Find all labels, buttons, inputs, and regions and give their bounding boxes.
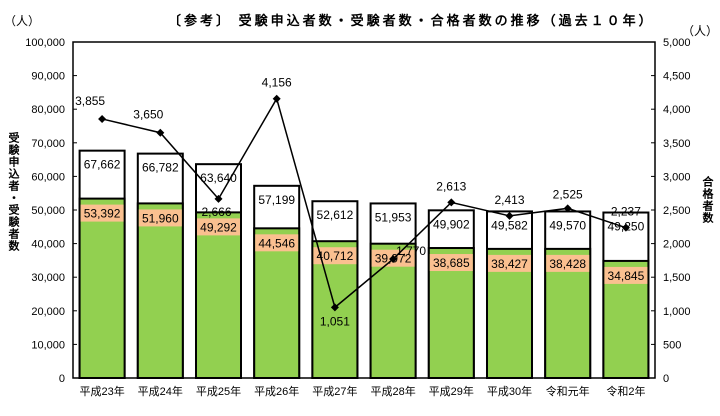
point-passers: [156, 128, 165, 137]
x-tick-label: 平成30年: [487, 384, 532, 398]
label-passers: 1,051: [320, 314, 350, 328]
y2-tick-label: 2,000: [663, 239, 691, 251]
label-passers: 2,613: [436, 179, 466, 193]
label-examinees: 53,392: [84, 207, 121, 221]
bar-examinees: [253, 227, 301, 379]
x-tick-label: 平成25年: [196, 384, 241, 398]
y-tick-label: 80,000: [31, 104, 65, 116]
point-passers: [621, 223, 630, 232]
label-bg-examinees: [138, 209, 182, 227]
y2-axis-label: 合格者数: [701, 176, 714, 224]
point-passers: [563, 204, 572, 213]
label-applicants: 67,662: [84, 158, 121, 172]
label-examinees: 44,546: [258, 236, 295, 250]
label-passers: 1,770: [396, 244, 426, 258]
label-examinees: 38,685: [433, 256, 470, 270]
label-bg-examinees: [546, 254, 590, 272]
y2-tick-label: 3,500: [663, 138, 691, 150]
y-tick-label: 60,000: [31, 171, 65, 183]
x-tick-label: 平成29年: [429, 384, 474, 398]
right-unit: （人）: [682, 24, 718, 38]
bar-examinees: [136, 202, 184, 379]
label-passers: 2,666: [201, 205, 231, 219]
point-passers: [272, 94, 281, 103]
y2-tick-label: 4,000: [663, 104, 691, 116]
chart-title: 〔参考〕 受験申込者数・受験者数・合格者数の推移（過去１０年）: [168, 13, 655, 28]
label-examinees: 38,427: [491, 257, 528, 271]
bar-examinees: [78, 197, 126, 379]
label-bg-examinees: [197, 218, 240, 236]
label-examinees: 38,428: [549, 257, 586, 271]
x-tick-label: 平成24年: [138, 384, 183, 398]
label-applicants: 49,902: [433, 217, 470, 231]
y-axis-label: 受験申込者・受験者数: [7, 132, 20, 252]
label-applicants: 51,953: [375, 210, 412, 224]
label-examinees: 34,845: [608, 269, 645, 283]
y-tick-label: 50,000: [31, 205, 65, 217]
label-bg-examinees: [313, 247, 357, 265]
x-tick-label: 令和元年: [546, 384, 590, 398]
point-passers: [389, 255, 398, 264]
label-examinees: 51,960: [142, 211, 179, 225]
label-bg-examinees: [255, 234, 299, 252]
label-bg-examinees: [429, 254, 473, 272]
label-passers: 3,650: [133, 108, 163, 122]
point-passers: [214, 194, 223, 203]
x-tick-label: 平成26年: [254, 384, 299, 398]
y-tick-label: 0: [59, 373, 65, 385]
y2-tick-label: 500: [663, 339, 681, 351]
label-examinees: 49,292: [200, 220, 237, 234]
x-tick-label: 令和2年: [606, 384, 645, 398]
y-tick-label: 100,000: [25, 37, 65, 49]
x-tick-label: 平成28年: [370, 384, 415, 398]
y2-tick-label: 0: [663, 373, 669, 385]
y2-tick-label: 5,000: [663, 37, 691, 49]
y-tick-label: 30,000: [31, 272, 65, 284]
line-passers: [101, 96, 627, 309]
y2-tick-label: 1,500: [663, 272, 691, 284]
left-unit: （人）: [4, 14, 40, 28]
y-tick-label: 40,000: [31, 239, 65, 251]
label-passers: 2,525: [553, 187, 583, 201]
label-applicants: 49,582: [491, 218, 528, 232]
label-bg-examinees: [604, 266, 648, 284]
label-bg-examinees: [80, 204, 124, 222]
bar-examinees: [195, 211, 242, 379]
point-passers: [330, 303, 339, 312]
label-applicants: 57,199: [258, 193, 295, 207]
y2-tick-label: 1,000: [663, 306, 691, 318]
label-passers: 3,855: [75, 94, 105, 108]
y-tick-label: 70,000: [31, 138, 65, 150]
label-applicants: 52,612: [317, 208, 354, 222]
point-passers: [98, 114, 107, 123]
point-passers: [447, 198, 456, 207]
label-applicants: 49,570: [549, 218, 586, 232]
y-tick-label: 20,000: [31, 306, 65, 318]
label-passers: 2,413: [494, 193, 524, 207]
y-tick-label: 90,000: [31, 71, 65, 83]
label-applicants: 63,640: [200, 171, 237, 185]
label-bg-examinees: [488, 254, 531, 272]
y2-tick-label: 3,000: [663, 171, 691, 183]
x-tick-label: 平成23年: [79, 384, 124, 398]
x-tick-label: 平成27年: [312, 384, 357, 398]
label-passers: 2,237: [611, 205, 641, 219]
y-tick-label: 10,000: [31, 339, 65, 351]
y2-tick-label: 2,500: [663, 205, 691, 217]
label-examinees: 40,712: [317, 249, 354, 263]
label-applicants: 66,782: [142, 161, 179, 175]
y2-tick-label: 4,500: [663, 71, 691, 83]
point-passers: [505, 211, 514, 220]
label-passers: 4,156: [262, 76, 292, 90]
